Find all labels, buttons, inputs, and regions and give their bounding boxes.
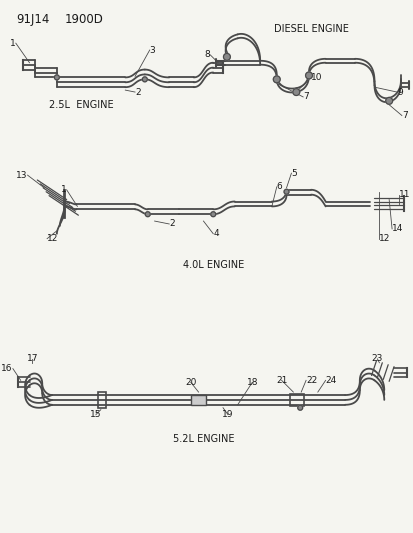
- Text: DIESEL ENGINE: DIESEL ENGINE: [273, 23, 348, 34]
- Text: 4.0L ENGINE: 4.0L ENGINE: [182, 260, 243, 270]
- Text: 24: 24: [325, 376, 336, 385]
- Text: 20: 20: [185, 378, 196, 387]
- Text: 91J14: 91J14: [16, 13, 49, 26]
- Text: 4: 4: [213, 229, 218, 238]
- Circle shape: [142, 77, 147, 82]
- Circle shape: [292, 88, 299, 95]
- Circle shape: [273, 76, 280, 83]
- Text: 9: 9: [396, 87, 402, 96]
- Text: 10: 10: [310, 73, 322, 82]
- Text: 12: 12: [378, 234, 390, 243]
- Text: 3: 3: [150, 45, 155, 54]
- Text: 5: 5: [291, 168, 297, 177]
- Text: 2: 2: [135, 87, 140, 96]
- Circle shape: [385, 98, 392, 104]
- Bar: [98, 392, 105, 408]
- Bar: [290, 394, 304, 406]
- Text: 7: 7: [401, 111, 407, 120]
- Text: 17: 17: [26, 354, 38, 364]
- Circle shape: [223, 53, 230, 60]
- Circle shape: [210, 212, 215, 216]
- Text: 8: 8: [204, 51, 210, 59]
- Text: 16: 16: [1, 364, 13, 373]
- Circle shape: [305, 72, 312, 79]
- Text: 1900D: 1900D: [64, 13, 103, 26]
- Text: 2: 2: [169, 220, 174, 229]
- Text: 5.2L ENGINE: 5.2L ENGINE: [172, 434, 234, 444]
- Text: 21: 21: [275, 376, 287, 385]
- Text: 7: 7: [302, 92, 308, 101]
- Circle shape: [145, 212, 150, 216]
- Circle shape: [297, 405, 302, 410]
- Text: 22: 22: [305, 376, 317, 385]
- Text: 15: 15: [90, 410, 102, 419]
- Text: 11: 11: [398, 190, 409, 199]
- Text: 18: 18: [246, 378, 257, 387]
- Text: 14: 14: [391, 224, 403, 233]
- Circle shape: [283, 189, 288, 194]
- Circle shape: [54, 75, 59, 80]
- Text: 12: 12: [47, 234, 58, 243]
- Text: 6: 6: [276, 182, 282, 191]
- Text: 19: 19: [222, 410, 233, 419]
- Text: 1: 1: [61, 185, 66, 195]
- Text: 23: 23: [371, 354, 382, 364]
- Text: 2.5L  ENGINE: 2.5L ENGINE: [49, 100, 113, 110]
- Text: 13: 13: [16, 171, 28, 180]
- Text: 1: 1: [10, 39, 16, 47]
- Bar: [190, 395, 206, 405]
